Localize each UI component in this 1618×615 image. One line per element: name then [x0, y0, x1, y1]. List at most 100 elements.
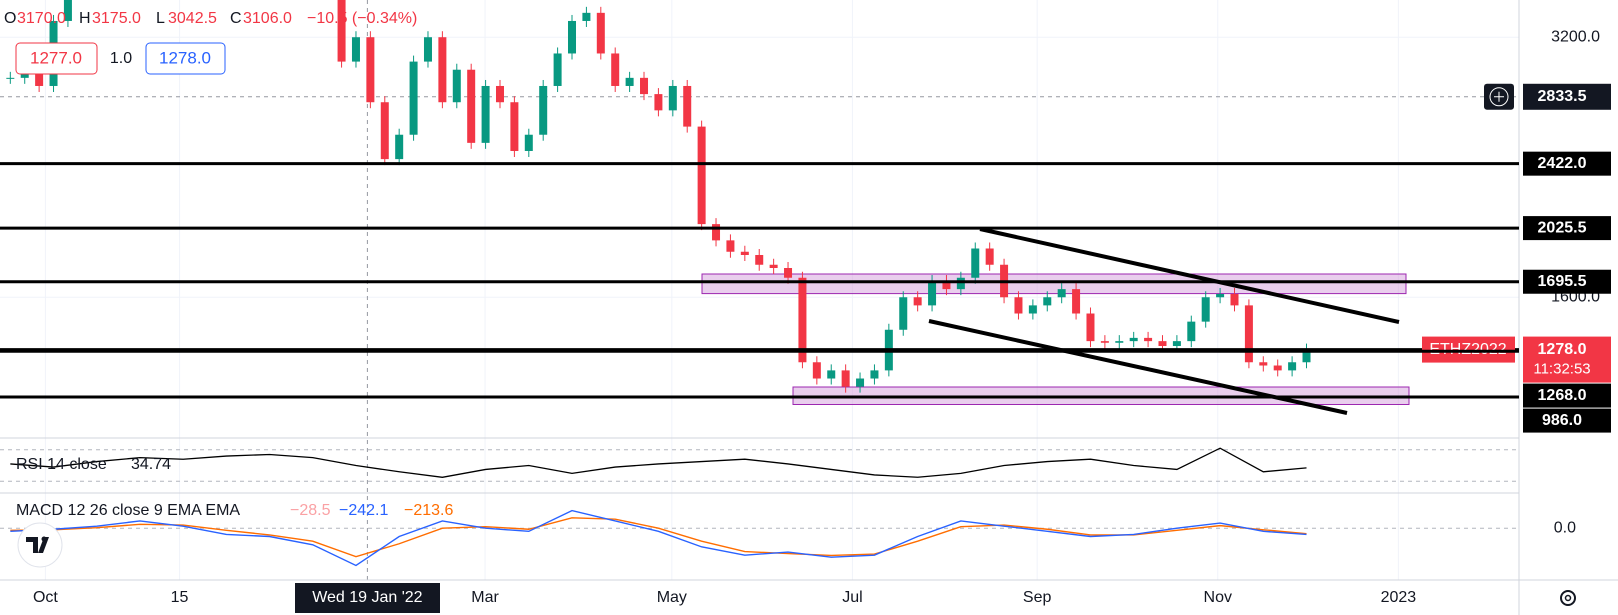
rsi-title: RSI 14 close — [16, 456, 107, 473]
candle — [769, 264, 778, 269]
candle — [1129, 337, 1138, 342]
level-label-box — [1523, 151, 1611, 176]
header: O 3170.0 H 3175.0 L 3042.5 C 3106.0 −10.… — [4, 10, 417, 27]
candle — [1028, 305, 1037, 314]
logo-dot — [41, 536, 47, 542]
buy-button[interactable] — [145, 42, 226, 75]
candle — [1043, 297, 1052, 306]
candle — [827, 370, 836, 379]
last-price-box — [1523, 336, 1611, 383]
candle — [1259, 362, 1268, 366]
x-tick-label: 15 — [171, 589, 189, 606]
candle — [423, 37, 432, 62]
level-label-box — [1523, 269, 1611, 294]
candle — [467, 69, 476, 143]
level-label: 2025.5 — [1538, 219, 1587, 236]
buy-price: 1278.0 — [159, 48, 211, 67]
candle — [812, 362, 821, 379]
candle — [928, 281, 937, 306]
ohlc-key: C — [230, 10, 242, 27]
candle — [495, 85, 504, 103]
candle — [553, 53, 562, 86]
candle — [1100, 341, 1109, 343]
candle — [668, 85, 677, 111]
level-label-box — [1523, 383, 1611, 408]
ohlc-value: 3170.0 — [17, 10, 66, 27]
candle — [1115, 341, 1124, 343]
crosshair-time: Wed 19 Jan '22 — [312, 589, 422, 606]
ohlc-key: H — [79, 10, 91, 27]
candle — [481, 85, 490, 143]
candle — [1057, 289, 1066, 298]
macd-signal-value: −213.6 — [404, 502, 453, 519]
candle — [1273, 365, 1282, 371]
candle — [740, 251, 749, 255]
level-label-box — [1523, 408, 1611, 433]
tv-logo — [17, 522, 63, 568]
candle — [1230, 294, 1239, 306]
candle — [524, 134, 533, 151]
candle — [1288, 362, 1297, 371]
candle — [510, 102, 519, 151]
level-label: 1268.0 — [1538, 387, 1587, 404]
candle — [6, 77, 15, 79]
candle — [784, 268, 793, 278]
candle — [596, 12, 605, 54]
candle — [870, 370, 879, 379]
candle — [1187, 321, 1196, 342]
candle — [582, 12, 591, 21]
rsi-value: 34.74 — [131, 456, 171, 473]
logo-badge[interactable] — [17, 522, 63, 568]
ohlc-change: −10.5 (−0.34%) — [307, 10, 417, 27]
macd-value: −242.1 — [339, 502, 388, 519]
candle — [755, 254, 764, 265]
candle — [1201, 297, 1210, 322]
candle — [625, 77, 634, 86]
candle — [568, 20, 577, 54]
candle — [380, 102, 389, 160]
candle — [337, 0, 346, 62]
candle — [1172, 341, 1181, 347]
trend-line[interactable] — [979, 227, 1400, 324]
candle — [1086, 313, 1095, 342]
candle — [712, 224, 721, 241]
candle — [856, 378, 865, 387]
symbol-name: ETHZ2022 — [1429, 341, 1506, 358]
candle — [395, 134, 404, 160]
candle — [985, 248, 994, 265]
candle — [1072, 289, 1081, 314]
settings-icon[interactable] — [1560, 590, 1576, 606]
candle — [726, 240, 735, 252]
x-tick-label: Mar — [471, 589, 499, 606]
gear[interactable] — [1560, 590, 1576, 606]
x-tick-label: Nov — [1204, 589, 1232, 606]
candle — [611, 53, 620, 86]
candle — [1014, 297, 1023, 314]
level-label: 986.0 — [1542, 412, 1582, 429]
x-tick-label: 2023 — [1381, 589, 1417, 606]
candle — [956, 277, 965, 290]
candle — [640, 77, 649, 95]
crosshair-price: 2833.5 — [1538, 88, 1587, 105]
trade-buttons: 1277.0 1.0 1278.0 — [15, 42, 226, 75]
level-label-box — [1523, 216, 1611, 241]
quantity: 1.0 — [110, 50, 132, 67]
macd-hist-value: −28.5 — [290, 502, 331, 519]
signal-line — [10, 517, 1307, 558]
candle — [1216, 294, 1225, 298]
x-tick-label: Sep — [1023, 589, 1052, 606]
x-tick-label: May — [657, 589, 687, 606]
ohlc-key: L — [156, 10, 165, 27]
plus-icon — [1489, 87, 1509, 107]
ohlc-value: 3042.5 — [168, 10, 217, 27]
candle — [899, 297, 908, 330]
level-label: 2422.0 — [1538, 155, 1587, 172]
sell-button[interactable] — [15, 42, 98, 75]
zone-box[interactable] — [701, 273, 1407, 295]
x-tick-label: Oct — [33, 589, 58, 606]
macd-line — [10, 509, 1307, 567]
macd-tick-label: 0.0 — [1554, 519, 1576, 536]
ohlc-key: O — [4, 10, 16, 27]
